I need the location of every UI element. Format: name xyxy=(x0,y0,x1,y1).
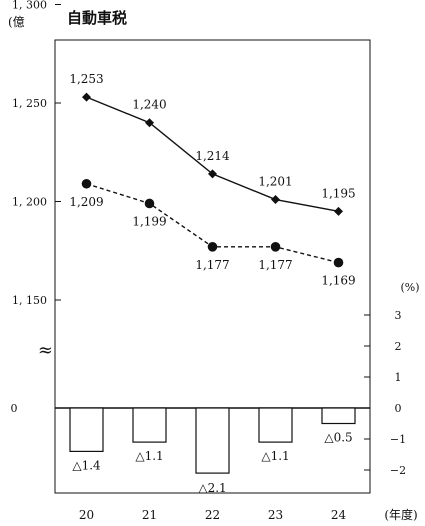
bar xyxy=(195,407,230,474)
bar xyxy=(69,407,104,453)
y-unit-label: (億 xyxy=(8,15,25,29)
right-tick-label: 2 xyxy=(395,340,402,353)
x-tick-label: 21 xyxy=(142,508,157,522)
left-zero-label: 0 xyxy=(11,402,18,415)
left-tick-label: 1, 150 xyxy=(12,294,47,307)
series-solid-label: 1,253 xyxy=(69,72,103,86)
bar xyxy=(321,407,356,425)
left-tick-label: 1, 250 xyxy=(12,97,47,110)
bar-label: △1.1 xyxy=(261,449,289,463)
bar-label: △1.4 xyxy=(72,458,101,472)
series-dashed-point xyxy=(270,242,281,252)
series-dashed-point xyxy=(207,242,218,252)
series-dashed-label: 1,199 xyxy=(132,214,166,228)
bar-label: △2.1 xyxy=(198,481,226,495)
series-dashed-label: 1,209 xyxy=(69,195,103,209)
series-solid-label: 1,214 xyxy=(195,149,230,163)
left-tick-label: 1, 300 xyxy=(12,0,47,12)
right-unit-label: (%) xyxy=(400,281,419,294)
series-solid-point xyxy=(145,118,154,128)
right-tick-label: −1 xyxy=(390,433,406,446)
x-tick-label: 24 xyxy=(331,508,347,522)
series-solid-point xyxy=(208,169,217,179)
axis-break-symbol: ≈ xyxy=(38,340,53,361)
left-tick-label: 1, 200 xyxy=(12,196,47,209)
bar-label: △0.5 xyxy=(324,431,352,445)
plot-frame xyxy=(54,39,371,494)
series-dashed-label: 1,169 xyxy=(321,274,355,288)
series-solid-label: 1,240 xyxy=(132,98,166,112)
series-dashed-point xyxy=(144,198,155,209)
series-dashed-label: 1,177 xyxy=(195,258,229,272)
series-dashed-label: 1,177 xyxy=(258,258,292,272)
x-unit-label: (年度) xyxy=(384,507,417,522)
bar xyxy=(258,407,293,443)
series-solid-point xyxy=(334,206,343,216)
bar-label: △1.1 xyxy=(135,449,163,463)
series-solid-label: 1,201 xyxy=(258,175,292,189)
series-dashed-point xyxy=(81,178,92,189)
bar xyxy=(132,407,167,443)
right-tick-label: 1 xyxy=(395,371,402,384)
x-tick-label: 23 xyxy=(268,508,283,522)
series-solid-label: 1,195 xyxy=(321,186,355,200)
series-dashed-point xyxy=(333,257,344,268)
series-solid-point xyxy=(271,195,280,205)
x-tick-label: 20 xyxy=(79,508,94,522)
right-tick-label: 3 xyxy=(395,309,402,322)
chart-title: 自動車税 xyxy=(67,9,128,27)
right-tick-label: −2 xyxy=(390,464,406,477)
x-tick-label: 22 xyxy=(205,508,220,522)
series-solid-point xyxy=(82,92,91,102)
right-tick-label: 0 xyxy=(395,402,402,415)
